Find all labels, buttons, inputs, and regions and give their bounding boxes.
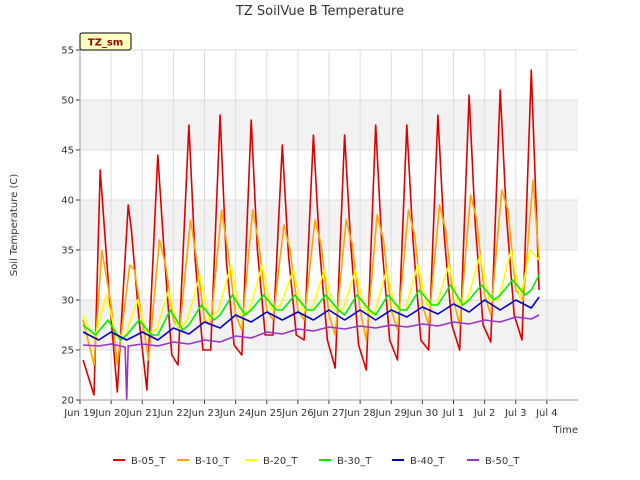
- y-tick-label: 20: [61, 396, 74, 407]
- series-line-b-10-t: [82, 179, 540, 366]
- series-line-b-30-t: [82, 274, 540, 341]
- x-tick-label: Jul 2: [473, 408, 496, 419]
- series-line-b-05-t: [82, 69, 540, 396]
- legend-label: B-40_T: [410, 456, 445, 467]
- y-tick-label: 30: [61, 296, 74, 307]
- x-tick-label: Jun 23: [188, 408, 221, 419]
- x-tick-label: Jun 24: [219, 408, 252, 419]
- series-line-b-40-t: [82, 296, 540, 341]
- y-tick-label: 35: [61, 246, 74, 257]
- series-lines: [82, 69, 540, 401]
- y-tick-label: 45: [61, 146, 74, 157]
- x-tick-label: Jul 1: [442, 408, 465, 419]
- legend-item: B-10_T: [177, 456, 230, 467]
- legend-label: B-05_T: [131, 456, 166, 467]
- legend-label: B-30_T: [337, 456, 372, 467]
- x-tick-label: Jun 26: [281, 408, 314, 419]
- x-tick-label: Jun 21: [125, 408, 158, 419]
- legend-item: B-50_T: [467, 456, 520, 467]
- legend: B-05_T B-10_T B-20_T B-30_T B-40_T B-50_T: [113, 456, 520, 467]
- x-tick-label: Jul 3: [504, 408, 527, 419]
- x-tick-label: Jun 30: [406, 408, 439, 419]
- legend-item: B-20_T: [245, 456, 298, 467]
- x-tick-label: Jun 25: [250, 408, 283, 419]
- y-tick-label: 25: [61, 346, 74, 357]
- x-tick-label: Jun 29: [374, 408, 407, 419]
- y-tick-label: 50: [61, 96, 74, 107]
- y-tick-label: 55: [61, 46, 74, 57]
- legend-item: B-05_T: [113, 456, 166, 467]
- badge-box: [79, 32, 132, 51]
- legend-item: B-30_T: [319, 456, 372, 467]
- x-tick-label: Jun 28: [343, 408, 376, 419]
- chart-title: TZ SoilVue B Temperature: [235, 4, 404, 19]
- y-tick-label: 40: [61, 196, 74, 207]
- axes: 20 25 30 35 40 45 50 55 Jun 19 Jun 20 Jun 21 Jun 22…: [61, 46, 578, 419]
- x-tick-label: Jun 27: [312, 408, 345, 419]
- legend-item: B-40_T: [392, 456, 445, 467]
- x-axis-label: Time: [553, 425, 578, 436]
- badge-text: TZ_sm: [88, 38, 123, 49]
- legend-label: B-50_T: [485, 456, 520, 467]
- badge: TZ_sm: [79, 32, 132, 51]
- series-line-b-50-t: [83, 314, 540, 401]
- x-tick-label: Jun 19: [63, 408, 96, 419]
- x-tick-label: Jun 22: [157, 408, 190, 419]
- legend-label: B-20_T: [263, 456, 298, 467]
- legend-label: B-10_T: [195, 456, 230, 467]
- x-tick-label: Jun 20: [94, 408, 127, 419]
- y-axis-label: Soil Temperature (C): [9, 174, 20, 277]
- x-tick-label: Jul 4: [535, 408, 558, 419]
